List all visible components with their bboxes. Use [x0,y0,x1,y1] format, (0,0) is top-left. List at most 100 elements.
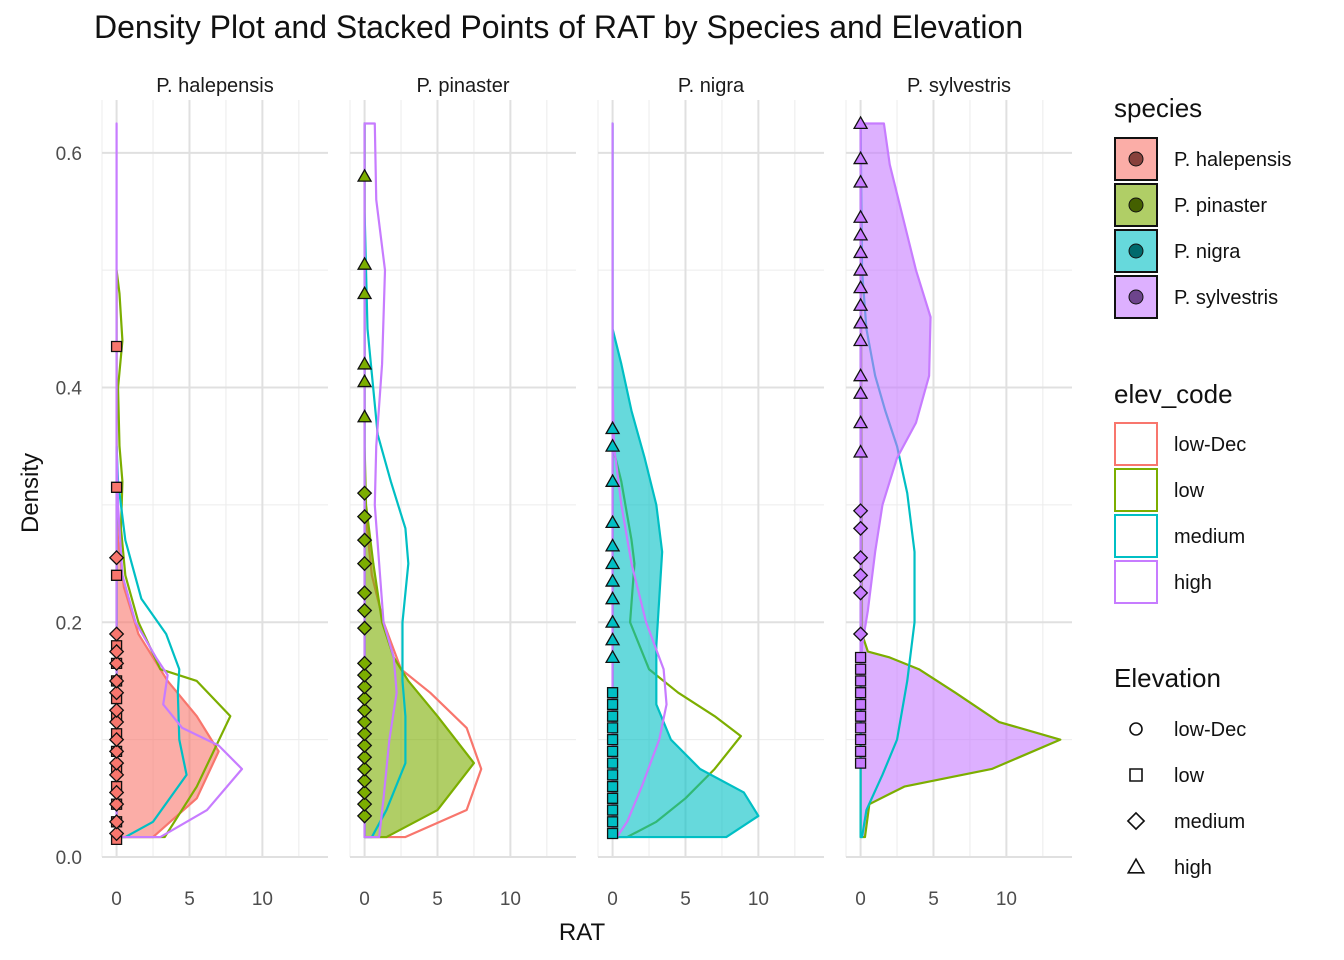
stacked-point-diamond [356,690,373,707]
y-axis-title: Density [17,453,44,533]
stacked-point-triangle [852,227,869,241]
stacked-point-diamond [356,555,373,572]
density-high [363,122,398,839]
legend-key-dot [1128,243,1144,259]
legend-label-elev-code: low-Dec [1174,434,1246,456]
x-tick-label: 10 [500,889,521,910]
y-tick-label: 0.2 [56,613,82,634]
stacked-point-triangle [852,209,869,223]
stacked-point-diamond [356,508,373,525]
x-tick-label: 10 [748,889,769,910]
stacked-point-square [606,722,619,734]
y-tick-label: 0.0 [56,848,82,869]
x-tick-label: 5 [928,889,939,910]
legend-label-elev-code: medium [1174,526,1245,548]
stacked-point-triangle [852,315,869,329]
stacked-point-diamond [356,773,373,789]
x-tick-label: 10 [252,889,273,910]
stacked-point-square [606,827,619,840]
stacked-point-diamond [356,532,373,548]
stacked-point-square [854,698,867,711]
stacked-point-diamond [108,814,125,830]
legend-key-elev-code [1114,468,1158,512]
stacked-point-diamond [356,796,373,812]
legend-label-elevation: medium [1174,811,1245,833]
stacked-point-diamond [108,714,125,730]
stacked-point-square [606,698,619,711]
legend-label-species: P. sylvestris [1174,287,1278,309]
stacked-point-diamond [356,485,373,501]
stacked-point-triangle [604,514,621,529]
stacked-point-triangle [852,385,869,399]
stacked-point-diamond [356,679,373,695]
stacked-point-square [606,687,619,699]
stacked-point-diamond [108,655,125,672]
x-tick-label: 0 [607,889,618,910]
legend-title-elev-code: elev_code [1114,379,1233,409]
stacked-point-diamond [356,702,373,718]
legend-label-elevation: high [1174,857,1212,879]
stacked-point-diamond [108,643,125,660]
stacked-point-diamond [852,567,869,583]
y-tick-label: 0.4 [56,379,83,400]
facet-panel-2: P. pinaster 0 5 10 [349,75,576,910]
stacked-point-triangle [356,256,373,270]
stacked-point-square [606,769,619,781]
stacked-point-triangle [852,367,869,382]
facet-strip-label: P. sylvestris [907,75,1011,97]
x-tick-label: 5 [432,889,443,910]
stacked-point-triangle [852,150,869,165]
stacked-point-diamond [356,726,373,742]
legend-label-species: P. halepensis [1174,149,1292,171]
legend-key-elev-code [1114,514,1158,558]
stacked-point-triangle [356,168,373,182]
stacked-point-square [606,733,619,746]
stacked-point-diamond [356,620,373,636]
x-tick-label: 5 [184,889,195,910]
stacked-point-triangle [604,555,621,570]
stacked-point-triangle [356,409,373,423]
stacked-point-square [606,804,619,816]
facet-panel-1: P. halepensis 0 5 10 [101,75,328,910]
stacked-point-triangle [604,438,621,452]
stacked-point-square [854,722,867,734]
stacked-point-square [606,710,619,722]
stacked-point-square [606,757,619,769]
legend-key-dot [1128,151,1144,167]
stacked-point-diamond [108,743,125,760]
y-tick-label: 0.6 [56,144,82,165]
stacked-point-triangle [604,614,621,628]
stacked-point-triangle [604,420,621,435]
stacked-point-triangle [604,573,621,587]
stacked-point-triangle [604,538,621,552]
legend-label-species: P. pinaster [1174,195,1267,217]
stacked-point-triangle [852,297,869,311]
stacked-point-square [854,757,867,769]
stacked-point-triangle [852,244,869,259]
facet-panel-3: P. nigra 0 5 10 [597,75,824,910]
stacked-point-diamond [356,808,373,824]
stacked-point-diamond [852,520,869,537]
stacked-point-diamond [852,585,869,601]
legend-key-elev-code [1114,422,1158,466]
legend-title-elevation: Elevation [1114,663,1221,693]
stacked-point-triangle [356,373,373,388]
facet-strip-label: P. nigra [678,75,745,97]
stacked-point-triangle [852,414,869,429]
stacked-point-square [854,745,867,758]
density-high [115,122,244,839]
legend-key-diamond [1126,811,1146,831]
x-tick-label: 0 [855,889,866,910]
legend-title-species: species [1114,93,1202,123]
stacked-point-diamond [356,749,373,765]
legend-label-elevation: low [1174,765,1205,787]
legend-key-square [1129,768,1143,782]
stacked-point-triangle [356,356,373,370]
facet-panel-4: P. sylvestris 0 5 10 [845,75,1072,910]
stacked-point-square [854,687,867,699]
stacked-point-triangle [852,174,869,188]
stacked-point-square [854,663,867,675]
stacked-point-triangle [852,279,869,294]
legend-key-elev-code [1114,560,1158,604]
